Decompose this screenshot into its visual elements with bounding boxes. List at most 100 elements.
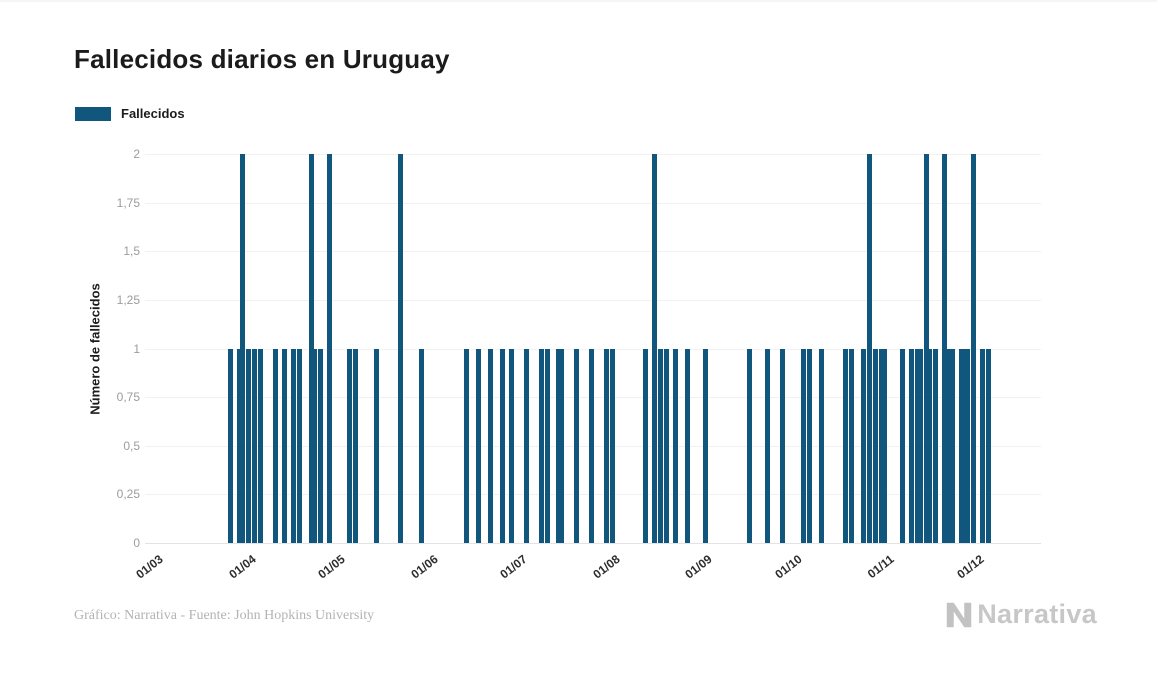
bar-20/10 [843,348,848,543]
bar-22/07 [574,348,580,543]
bar-18/09 [747,348,753,543]
bar-24/09 [765,348,771,543]
bar-02/11 [881,348,887,543]
bar-07/12 [986,348,992,543]
bar-19/06 [475,348,481,543]
bar-28/08 [684,348,690,543]
bar-30/10 [872,348,878,543]
y-tick-label: 0,25 [116,487,140,502]
bar-08/11 [899,348,905,543]
bar-01/04 [240,154,246,543]
bar-12/04 [272,348,278,543]
gridline [145,251,1041,253]
x-tick-label: 01/06 [407,552,441,582]
bar-18/04 [290,348,296,543]
bar-23/06 [487,348,493,543]
y-tick-label: 1,25 [116,292,140,307]
bar-01/08 [604,348,610,543]
bar-01/11 [878,348,884,543]
bar-03/08 [610,348,616,543]
bar-20/04 [296,348,302,543]
bar-09/05 [353,348,359,543]
narrativa-logo: Narrativa [944,599,1097,630]
bar-24/04 [308,154,314,543]
bar-21/08 [663,348,669,543]
bar-13/11 [914,348,920,543]
x-tick-label: 01/10 [772,552,805,582]
bar-15/06 [463,348,469,543]
bar-15/04 [281,348,287,543]
gridline [145,299,1041,301]
y-tick-label: 0 [133,536,140,550]
bar-07/04 [257,348,263,543]
x-tick-label: 01/11 [865,552,897,582]
x-tick-label: 01/09 [682,552,715,582]
y-tick-label: 0,75 [116,390,140,405]
bar-03/09 [702,348,708,543]
bar-07/05 [347,348,353,543]
bar-11/11 [908,348,914,543]
bar-27/04 [317,348,323,543]
narrativa-logo-text: Narrativa [977,599,1097,629]
bar-02/12 [971,154,977,543]
bar-27/07 [589,348,595,543]
bar-22/10 [848,348,854,543]
x-tick-label: 01/03 [133,552,166,582]
x-tick-label: 01/04 [225,552,259,582]
bar-28/10 [866,154,872,543]
bar-24/05 [398,154,404,543]
bar-05/04 [251,348,257,543]
bar-05/07 [523,348,529,543]
bar-16/11 [923,154,929,543]
bar-26/10 [860,348,866,543]
legend-swatch-icon [75,106,111,121]
y-tick-label: 1,5 [123,244,140,259]
bar-16/07 [556,348,562,543]
bar-12/07 [544,348,550,543]
y-tick-label: 1 [133,341,140,356]
bar-19/11 [932,348,938,543]
bar-24/08 [672,348,678,543]
bar-17/11 [926,348,932,543]
gridline [145,202,1041,204]
bar-12/10 [819,348,825,543]
bar-29/11 [962,348,968,543]
bar-30/06 [508,348,514,543]
bar-25/11 [950,348,956,543]
x-tick-label: 01/08 [590,552,623,582]
source-credit: Gráfico: Narrativa - Fuente: John Hopkin… [74,608,375,623]
bar-27/06 [499,348,505,543]
bar-05/12 [980,348,986,543]
bar-10/07 [538,348,544,543]
x-tick-label: 01/05 [315,552,348,582]
bar-06/10 [801,348,807,543]
bar-17/08 [651,154,657,543]
bar-31/05 [419,348,425,543]
y-tick-label: 1,75 [116,195,140,210]
bar-19/08 [657,348,663,543]
gridline [145,543,1041,544]
bar-03/04 [246,348,251,543]
gridline [145,154,1041,155]
narrativa-n-icon [946,602,972,627]
bar-17/07 [559,348,565,543]
y-tick-label: 0,5 [123,438,140,453]
x-tick-label: 01/07 [497,552,530,582]
bar-25/04 [311,348,317,543]
y-tick-label: 2 [133,147,140,161]
bar-30/11 [965,348,971,543]
bar-08/10 [807,348,813,543]
bar-28/11 [959,348,965,543]
bar-24/11 [947,348,953,543]
bar-22/11 [941,154,947,543]
bar-14/11 [917,348,923,543]
bar-30/04 [326,154,332,543]
bar-28/03 [228,348,234,543]
chart-title: Fallecidos diarios en Uruguay [74,44,450,74]
legend-label: Fallecidos [121,106,185,121]
bar-29/09 [780,348,786,543]
bar-16/05 [374,348,380,543]
legend: Fallecidos [75,106,185,121]
